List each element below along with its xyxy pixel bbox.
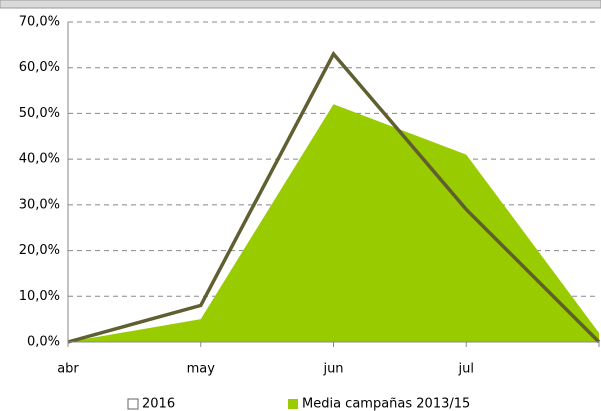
x-tick-label: may (187, 362, 216, 377)
y-tick-label: 30,0% (19, 197, 60, 212)
y-tick-label: 0,0% (27, 335, 60, 350)
line (67, 50, 601, 344)
x-tick-label: jul (458, 362, 474, 377)
legend-marker (288, 399, 298, 409)
y-tick-label: 20,0% (19, 243, 60, 258)
legend-label: Media campañas 2013/15 (302, 397, 470, 411)
y-tick-label: 50,0% (19, 106, 60, 121)
area (68, 104, 599, 343)
y-tick-label: 40,0% (19, 152, 60, 167)
header-bar (0, 0, 601, 9)
legend-label: 2016 (142, 397, 175, 411)
x-tick-label: abr (57, 362, 79, 377)
y-tick-label: 10,0% (19, 289, 60, 304)
legend-marker (127, 398, 139, 410)
y-tick-label: 60,0% (19, 60, 60, 75)
y-tick-label: 70,0% (19, 15, 60, 30)
x-tick-label: jun (322, 362, 343, 377)
